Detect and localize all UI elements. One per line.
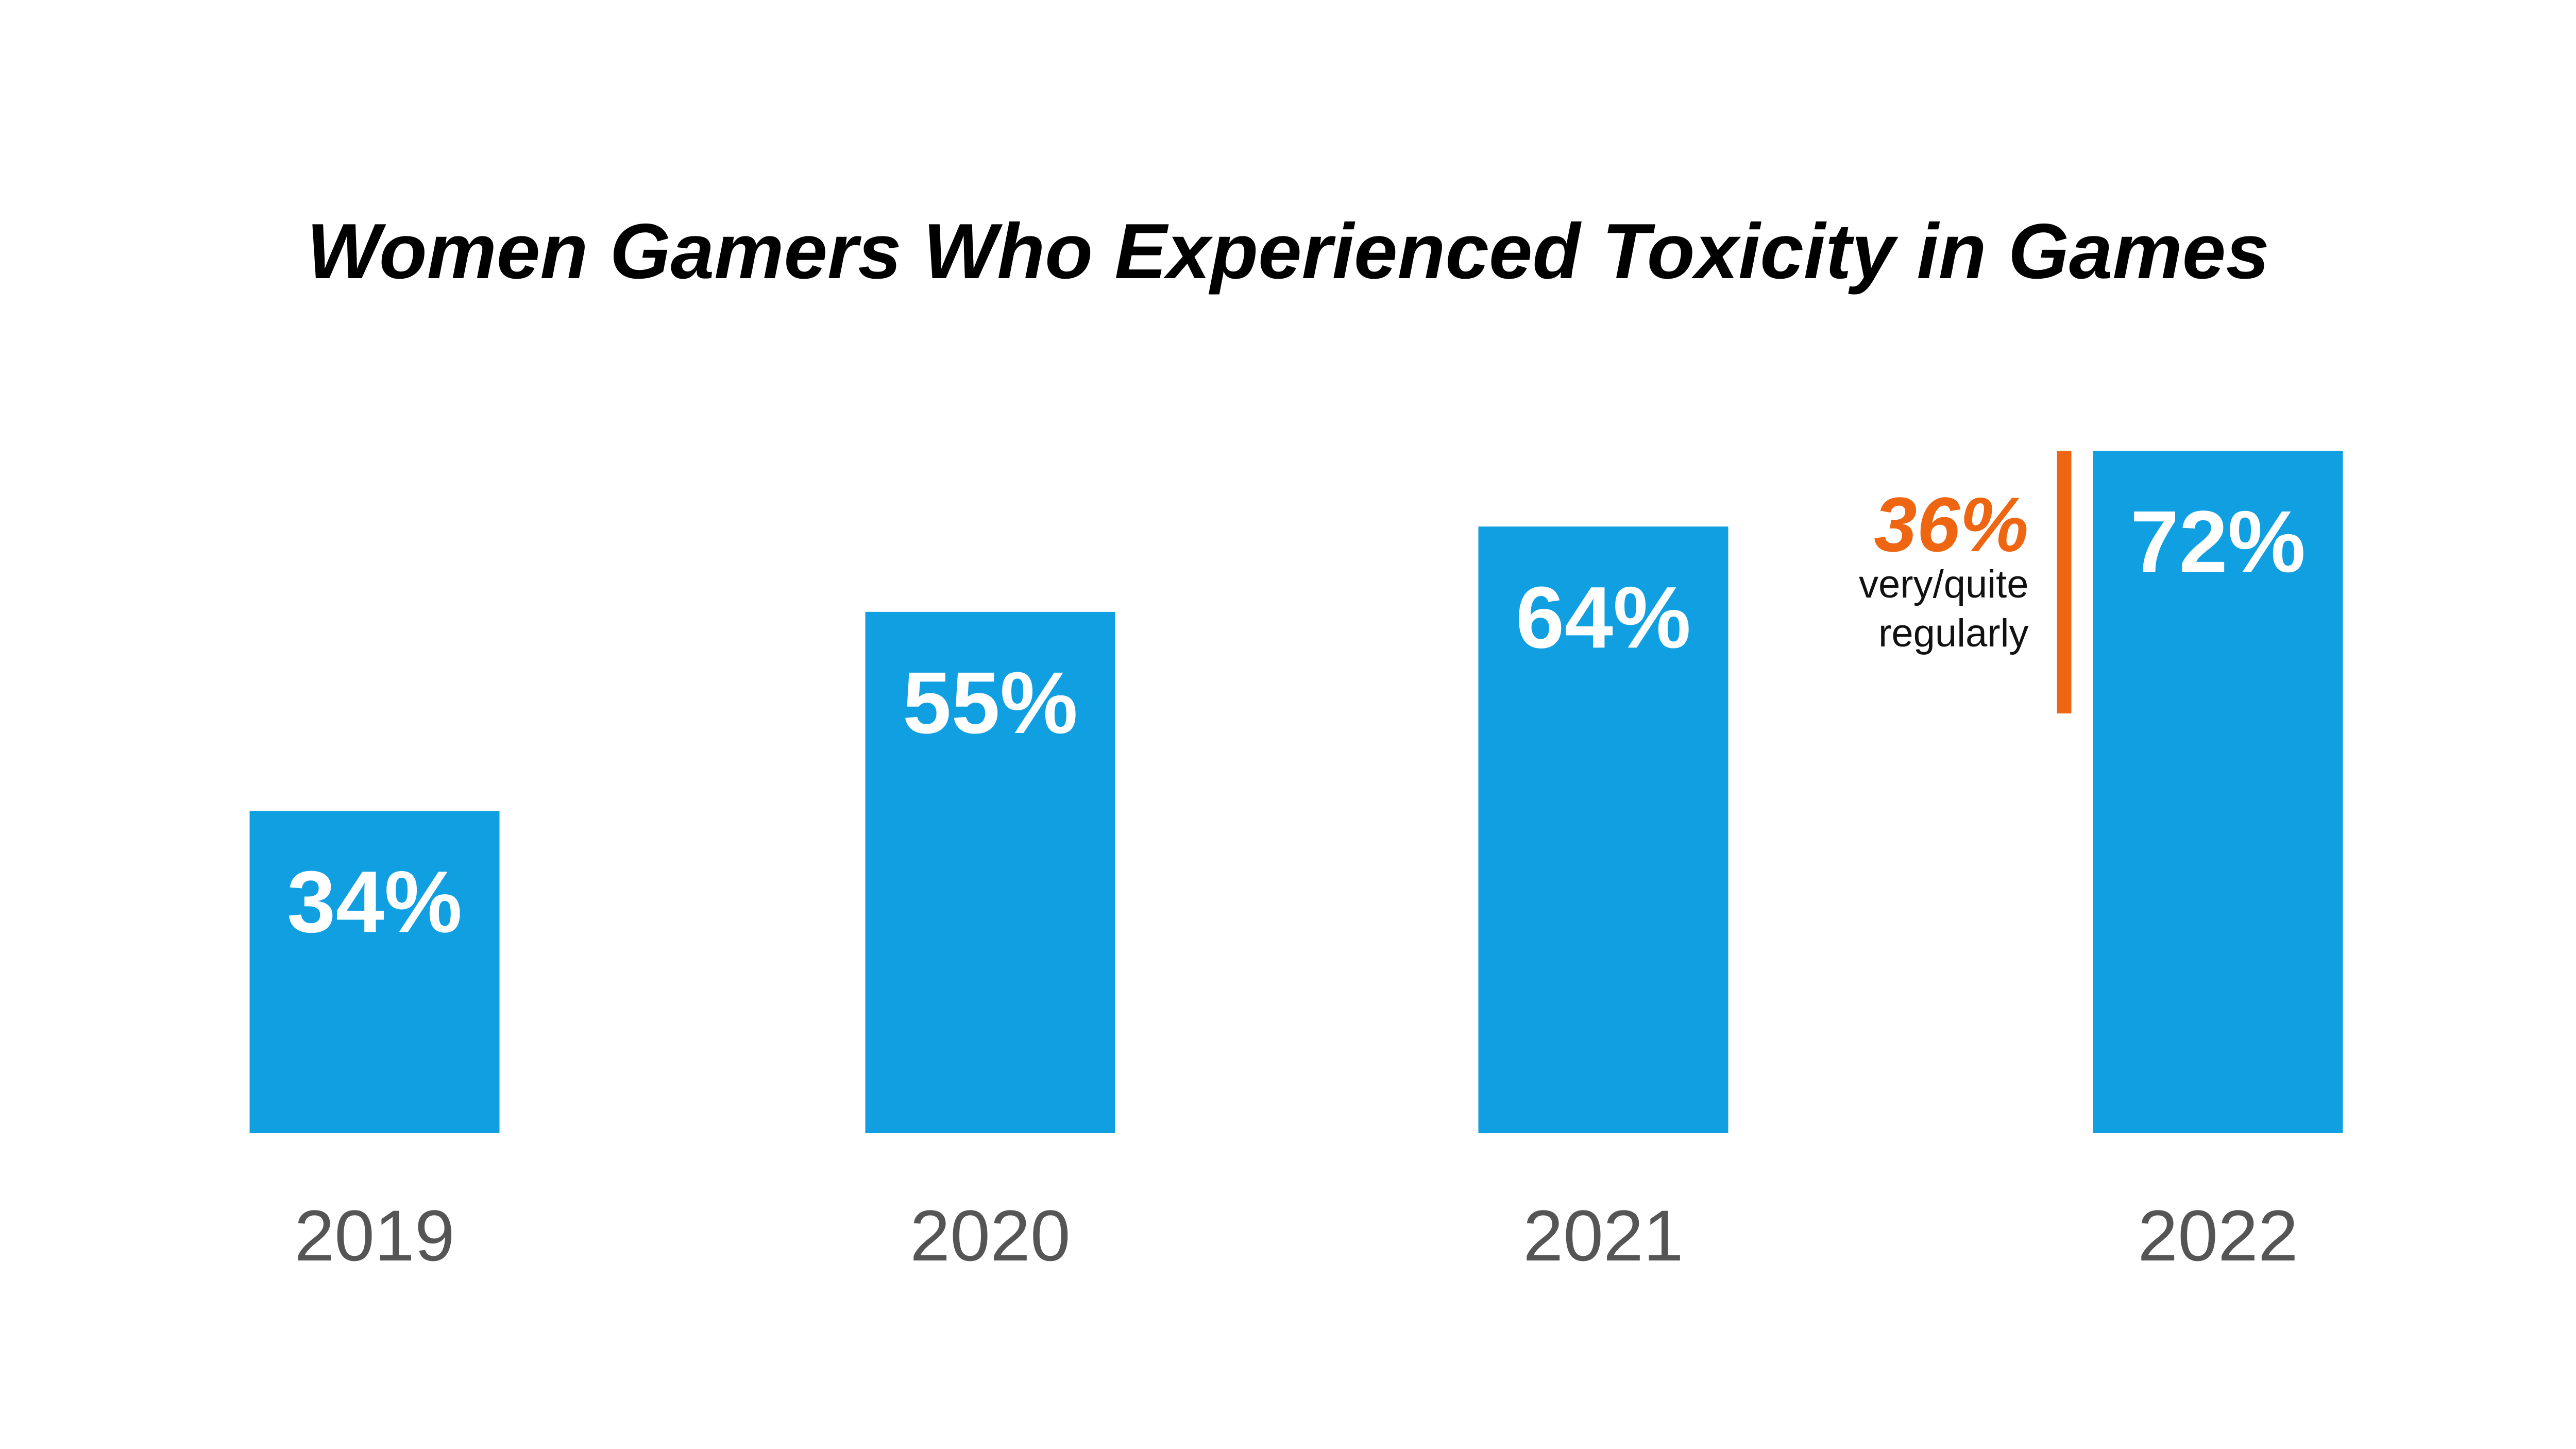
x-tick-label-2021: 2021: [1523, 1195, 1683, 1276]
x-tick-label-2019: 2019: [294, 1195, 454, 1276]
bar-value-label-2022: 72%: [2130, 493, 2306, 591]
x-tick-label-2020: 2020: [910, 1195, 1070, 1276]
bars-layer: 34% 2019 55% 2020 64% 2021 72% 2022: [249, 451, 2343, 1276]
chart-title: Women Gamers Who Experienced Toxicity in…: [307, 208, 2269, 295]
annotation-layer: 36% very/quite regularly: [1859, 451, 2072, 713]
bar-2020: [865, 611, 1115, 1133]
bar-value-label-2019: 34%: [287, 853, 462, 951]
bar-2019: [249, 811, 500, 1133]
annotation-value: 36%: [1874, 481, 2028, 568]
bar-value-label-2021: 64%: [1516, 569, 1691, 667]
bar-value-label-2020: 55%: [903, 654, 1078, 752]
annotation-text-line1: very/quite: [1859, 562, 2029, 606]
annotation-text-line2: regularly: [1878, 611, 2028, 655]
x-tick-label-2022: 2022: [2138, 1195, 2298, 1276]
annotation-bracket: [2057, 451, 2072, 713]
bar-2021: [1478, 526, 1728, 1134]
bar-2022: [2093, 451, 2343, 1133]
